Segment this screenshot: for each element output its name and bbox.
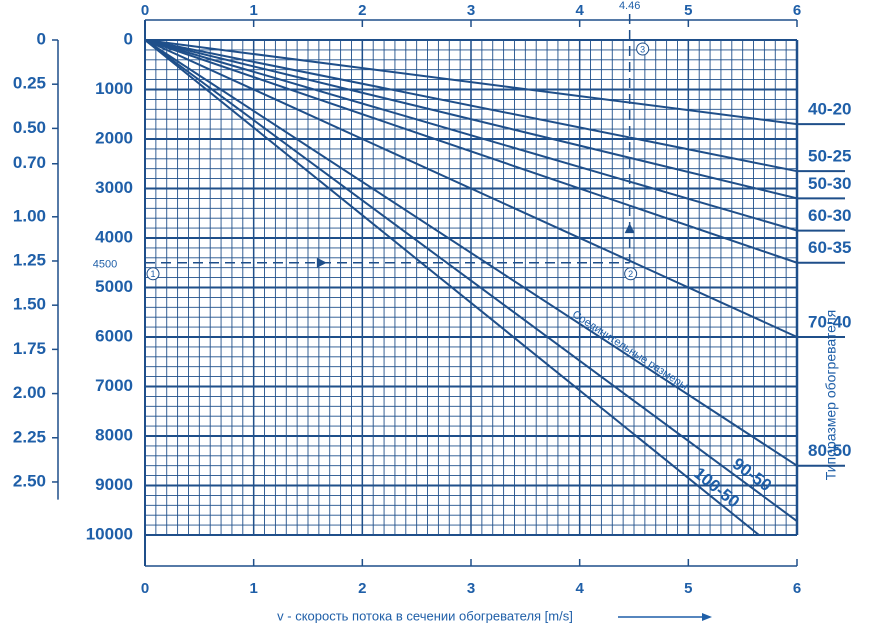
y2-tick-label: 1.50 — [13, 295, 46, 314]
connector-label: Соединительные размеры — [570, 309, 690, 393]
x-tick-label-bottom: 0 — [141, 580, 149, 597]
y2-tick-label: 1.00 — [13, 206, 46, 225]
example-x-label: 4.46 — [619, 0, 640, 12]
y2-tick-label: 2.00 — [13, 383, 46, 402]
y2-tick-label: 1.25 — [13, 250, 46, 269]
marker-circle — [146, 267, 160, 281]
y-tick-label: 3000 — [95, 178, 133, 197]
y2-tick-label: 0.50 — [13, 118, 46, 137]
series-line — [144, 39, 798, 467]
y-tick-label: 2000 — [95, 128, 133, 147]
series-label: 50-30 — [808, 174, 851, 193]
y-tick-label: 10000 — [86, 524, 133, 543]
x-axis-label: v - скорость потока в сечении обогревате… — [277, 608, 573, 623]
arrow — [624, 223, 635, 234]
x-tick-label-top: 2 — [358, 2, 366, 19]
series-line — [144, 39, 798, 126]
y2-tick-label: 1.75 — [13, 339, 46, 358]
series-label: 40-20 — [808, 100, 851, 119]
series-line — [144, 39, 760, 536]
marker-circle — [624, 267, 638, 281]
series-line — [144, 39, 798, 232]
x-tick-label-bottom: 5 — [684, 580, 692, 597]
marker-label: 3 — [640, 44, 645, 54]
y2-tick-label: 2.25 — [13, 427, 46, 446]
y-tick-label: 7000 — [95, 376, 133, 395]
x-tick-label-bottom: 4 — [575, 580, 584, 597]
y-tick-label: 1000 — [95, 79, 133, 98]
series-label: 50-25 — [808, 147, 851, 166]
series-label: 70-40 — [808, 312, 851, 331]
series-line — [144, 39, 798, 338]
y-tick-label: 4000 — [95, 227, 133, 246]
y2-tick-label: 0.25 — [13, 74, 46, 93]
series-line — [144, 39, 798, 173]
y-tick-label: 8000 — [95, 425, 133, 444]
x-tick-label-bottom: 2 — [358, 580, 366, 597]
x-tick-label-bottom: 3 — [467, 580, 475, 597]
y2-tick-label: 2.50 — [13, 471, 46, 490]
x-tick-label-top: 4 — [575, 2, 584, 19]
x-tick-label-top: 5 — [684, 2, 692, 19]
marker-label: 1 — [150, 269, 155, 279]
y-tick-label: 6000 — [95, 326, 133, 345]
y-tick-label: 0 — [124, 29, 133, 48]
axis-arrowhead — [702, 613, 712, 621]
y-tick-label: 9000 — [95, 475, 133, 494]
series-line — [144, 39, 798, 264]
x-tick-label-top: 1 — [249, 2, 257, 19]
series-label: 80-50 — [808, 441, 851, 460]
y2-tick-label: 0.70 — [13, 153, 46, 172]
y-tick-label: 5000 — [95, 277, 133, 296]
y2-tick-label: 0 — [37, 29, 46, 48]
x-tick-label-top: 3 — [467, 2, 475, 19]
x-tick-label-top: 6 — [793, 2, 801, 19]
marker-label: 2 — [628, 269, 633, 279]
arrow — [316, 257, 327, 268]
series-label: 60-35 — [808, 238, 851, 257]
example-y-label: 4500 — [93, 259, 117, 271]
legend-title: Типоразмер обогревателя — [823, 310, 839, 480]
x-tick-label-top: 0 — [141, 2, 149, 19]
series-line — [144, 39, 798, 200]
marker-circle — [636, 42, 650, 56]
series-line — [144, 39, 798, 522]
series-label: 60-30 — [808, 206, 851, 225]
x-tick-label-bottom: 6 — [793, 580, 801, 597]
x-tick-label-bottom: 1 — [249, 580, 257, 597]
